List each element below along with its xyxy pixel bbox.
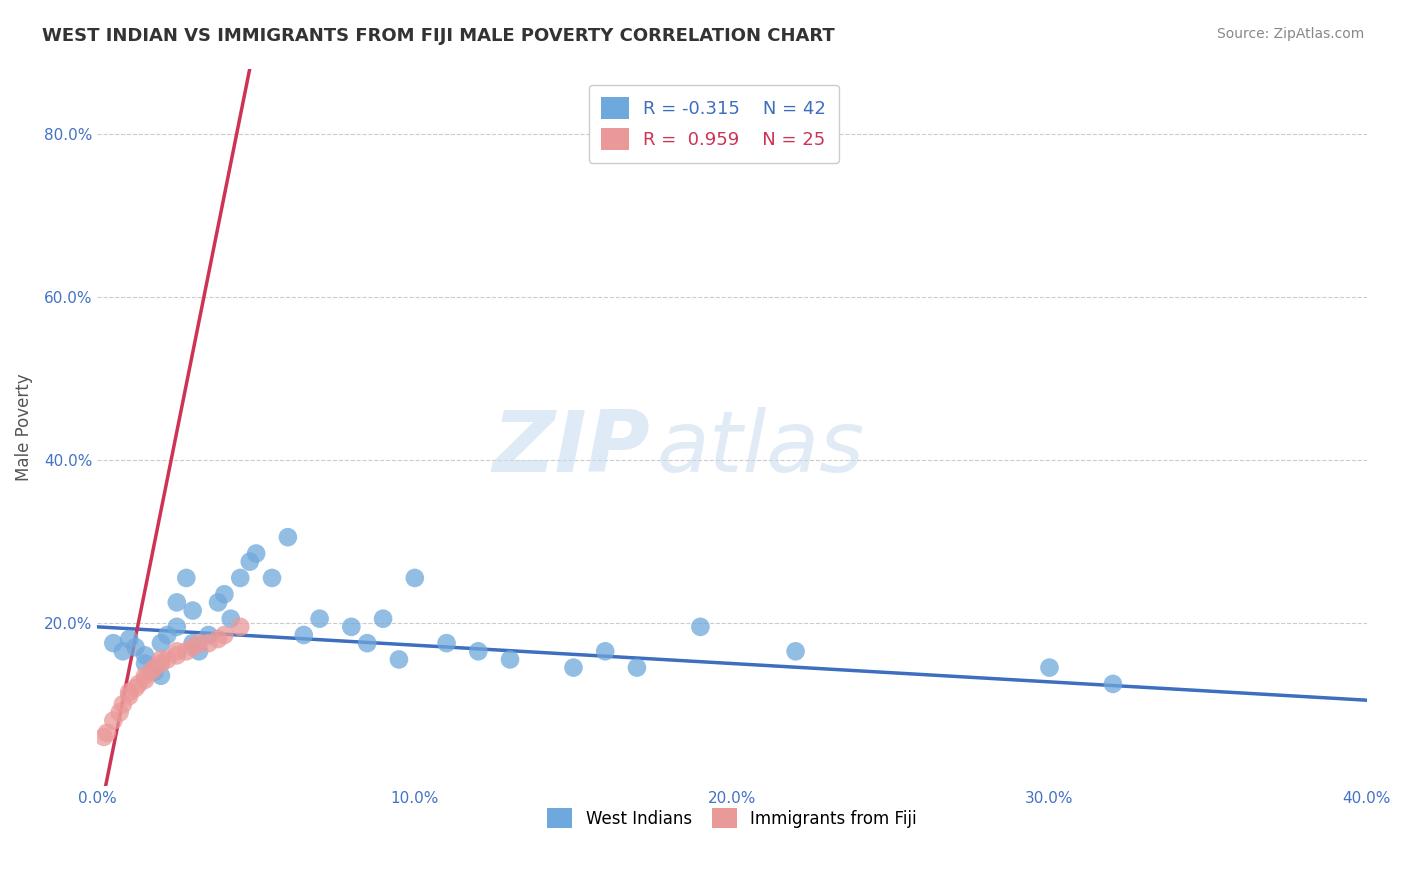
Point	[356, 636, 378, 650]
Point	[593, 644, 616, 658]
Point	[96, 726, 118, 740]
Text: ZIP: ZIP	[492, 407, 650, 491]
Text: WEST INDIAN VS IMMIGRANTS FROM FIJI MALE POVERTY CORRELATION CHART: WEST INDIAN VS IMMIGRANTS FROM FIJI MALE…	[42, 27, 835, 45]
Point	[207, 595, 229, 609]
Point	[371, 612, 394, 626]
Point	[156, 652, 179, 666]
Point	[156, 628, 179, 642]
Point	[388, 652, 411, 666]
Point	[181, 640, 204, 655]
Point	[292, 628, 315, 642]
Point	[134, 648, 156, 663]
Point	[149, 652, 172, 666]
Point	[149, 657, 172, 671]
Point	[245, 547, 267, 561]
Point	[308, 612, 330, 626]
Legend: West Indians, Immigrants from Fiji: West Indians, Immigrants from Fiji	[541, 801, 924, 835]
Point	[124, 681, 146, 695]
Point	[128, 677, 150, 691]
Text: atlas: atlas	[657, 407, 863, 491]
Point	[188, 644, 211, 658]
Point	[103, 636, 125, 650]
Point	[181, 636, 204, 650]
Point	[166, 648, 188, 663]
Point	[118, 632, 141, 646]
Point	[118, 689, 141, 703]
Point	[143, 665, 166, 679]
Point	[111, 644, 134, 658]
Point	[149, 669, 172, 683]
Point	[260, 571, 283, 585]
Point	[143, 660, 166, 674]
Point	[166, 595, 188, 609]
Point	[785, 644, 807, 658]
Point	[149, 636, 172, 650]
Point	[118, 685, 141, 699]
Point	[340, 620, 363, 634]
Point	[467, 644, 489, 658]
Point	[1102, 677, 1125, 691]
Point	[166, 644, 188, 658]
Y-axis label: Male Poverty: Male Poverty	[15, 374, 32, 481]
Point	[239, 555, 262, 569]
Point	[229, 571, 252, 585]
Point	[404, 571, 426, 585]
Point	[626, 660, 648, 674]
Point	[134, 673, 156, 687]
Point	[134, 669, 156, 683]
Point	[214, 587, 236, 601]
Point	[197, 628, 219, 642]
Point	[93, 730, 115, 744]
Point	[108, 706, 131, 720]
Point	[124, 640, 146, 655]
Point	[103, 714, 125, 728]
Point	[188, 636, 211, 650]
Point	[111, 698, 134, 712]
Point	[219, 612, 242, 626]
Point	[214, 628, 236, 642]
Point	[229, 620, 252, 634]
Point	[436, 636, 458, 650]
Point	[207, 632, 229, 646]
Point	[176, 571, 198, 585]
Point	[277, 530, 299, 544]
Point	[499, 652, 522, 666]
Point	[562, 660, 585, 674]
Point	[134, 657, 156, 671]
Point	[1038, 660, 1060, 674]
Text: Source: ZipAtlas.com: Source: ZipAtlas.com	[1216, 27, 1364, 41]
Point	[689, 620, 711, 634]
Point	[181, 603, 204, 617]
Point	[176, 644, 198, 658]
Point	[141, 665, 163, 679]
Point	[197, 636, 219, 650]
Point	[166, 620, 188, 634]
